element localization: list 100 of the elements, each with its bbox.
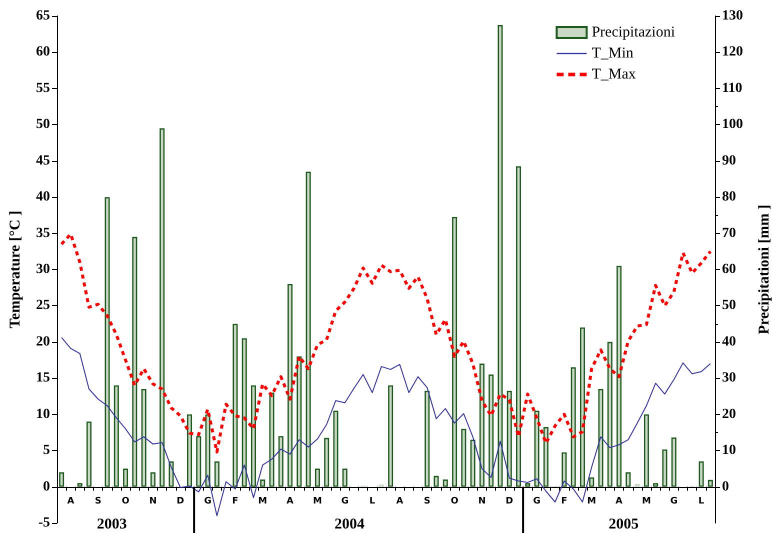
y-tick-label: 30 bbox=[36, 262, 50, 277]
bar bbox=[278, 436, 284, 487]
y2-tick-label: 80 bbox=[722, 190, 736, 205]
line-series bbox=[61, 337, 711, 516]
y-tick-label: 0 bbox=[43, 479, 50, 494]
y-tick-label: 45 bbox=[36, 153, 50, 168]
bar bbox=[77, 483, 82, 487]
y2-axis-title: Precipitationi [mm ] bbox=[756, 204, 772, 334]
bar bbox=[470, 440, 476, 487]
y-tick-label: 50 bbox=[36, 117, 50, 132]
bar bbox=[434, 476, 439, 487]
bar bbox=[580, 327, 585, 487]
y2-tick-label: 10 bbox=[722, 443, 736, 458]
x-tick-label: A bbox=[67, 496, 74, 506]
bar bbox=[141, 389, 146, 487]
bar bbox=[488, 374, 494, 487]
y-tick-label: 55 bbox=[36, 80, 50, 96]
x-tick-label: O bbox=[122, 496, 130, 506]
x-tick-label: G bbox=[533, 496, 540, 506]
x-tick-label: G bbox=[341, 496, 349, 506]
bar bbox=[104, 197, 110, 487]
bar bbox=[132, 236, 138, 487]
x-tick-label: S bbox=[424, 496, 430, 506]
bar bbox=[114, 385, 119, 487]
y-tick-label: 15 bbox=[36, 370, 50, 386]
bar bbox=[516, 166, 522, 487]
bar bbox=[598, 389, 604, 487]
x-tick-label: F bbox=[561, 496, 568, 506]
x-tick-label: A bbox=[396, 496, 404, 506]
bar bbox=[232, 324, 238, 487]
y2-tick-label: 90 bbox=[722, 153, 736, 168]
y2-tick-label: 30 bbox=[722, 370, 736, 386]
bar bbox=[607, 342, 612, 487]
y2-tick-label: 120 bbox=[722, 44, 743, 60]
bar bbox=[242, 338, 247, 487]
x-tick-label: L bbox=[698, 496, 704, 506]
bar bbox=[662, 449, 668, 487]
y2-tick-label: 0 bbox=[722, 479, 729, 494]
bar bbox=[250, 385, 256, 487]
bar bbox=[498, 25, 503, 487]
legend-label: Precipitazioni bbox=[592, 24, 676, 40]
x-tick-label: M bbox=[258, 496, 268, 506]
annotation: 2003 bbox=[96, 516, 127, 532]
y-tick-label: 65 bbox=[36, 8, 50, 24]
annotation: 2004 bbox=[334, 516, 365, 532]
bar bbox=[671, 438, 676, 487]
bar bbox=[626, 472, 631, 487]
bar bbox=[123, 468, 128, 487]
legend-label: T_Min bbox=[592, 46, 634, 62]
x-tick-label: M bbox=[312, 496, 322, 506]
bar bbox=[59, 472, 64, 487]
x-tick-label: G bbox=[204, 496, 212, 506]
y-tick-label: 20 bbox=[36, 334, 50, 350]
bar bbox=[86, 422, 92, 487]
line-series bbox=[60, 232, 712, 454]
y-tick-label: -5 bbox=[38, 516, 50, 530]
bar bbox=[442, 480, 448, 487]
x-tick-label: G bbox=[670, 496, 678, 506]
bar bbox=[342, 468, 348, 487]
bar bbox=[324, 438, 330, 487]
bar bbox=[562, 452, 567, 487]
y2-tick-label: 60 bbox=[722, 262, 736, 277]
bar bbox=[452, 216, 458, 487]
bar bbox=[388, 385, 394, 487]
x-tick-label: D bbox=[506, 496, 514, 506]
bar bbox=[288, 284, 293, 487]
y-tick-label: 25 bbox=[36, 298, 50, 314]
y-tick-label: 5 bbox=[43, 443, 50, 458]
y-tick-label: 60 bbox=[36, 44, 50, 60]
bar bbox=[296, 356, 302, 487]
bar bbox=[205, 414, 210, 487]
y-tick-label: 35 bbox=[36, 226, 50, 241]
x-tick-label: O bbox=[450, 496, 459, 506]
bar bbox=[698, 461, 704, 487]
bar bbox=[644, 414, 649, 487]
y-tick-label: 40 bbox=[36, 190, 50, 205]
x-tick-label: N bbox=[149, 496, 157, 506]
y2-tick-label: 130 bbox=[722, 8, 743, 24]
x-tick-label: S bbox=[94, 496, 102, 506]
y2-tick-label: 70 bbox=[722, 226, 736, 241]
x-tick-label: A bbox=[616, 496, 623, 506]
y2-tick-label: 40 bbox=[722, 334, 736, 350]
y-axis-title: Temperature [°C ] bbox=[8, 210, 24, 328]
bar bbox=[424, 390, 430, 487]
bar bbox=[196, 436, 202, 487]
bar bbox=[187, 414, 192, 487]
bar bbox=[589, 477, 594, 487]
bar bbox=[534, 410, 540, 487]
bar bbox=[150, 472, 156, 487]
y2-tick-label: 110 bbox=[722, 80, 742, 96]
annotation: 2005 bbox=[608, 516, 639, 532]
y2-tick-label: 100 bbox=[722, 117, 743, 132]
x-tick-label: M bbox=[587, 496, 596, 506]
y2-tick-label: 50 bbox=[722, 298, 736, 314]
x-tick-label: D bbox=[176, 496, 184, 506]
bar bbox=[269, 392, 274, 487]
x-tick-label: F bbox=[232, 496, 238, 506]
x-tick-label: M bbox=[642, 496, 651, 506]
y2-tick-label: 20 bbox=[722, 406, 736, 422]
x-tick-label: A bbox=[286, 496, 294, 506]
